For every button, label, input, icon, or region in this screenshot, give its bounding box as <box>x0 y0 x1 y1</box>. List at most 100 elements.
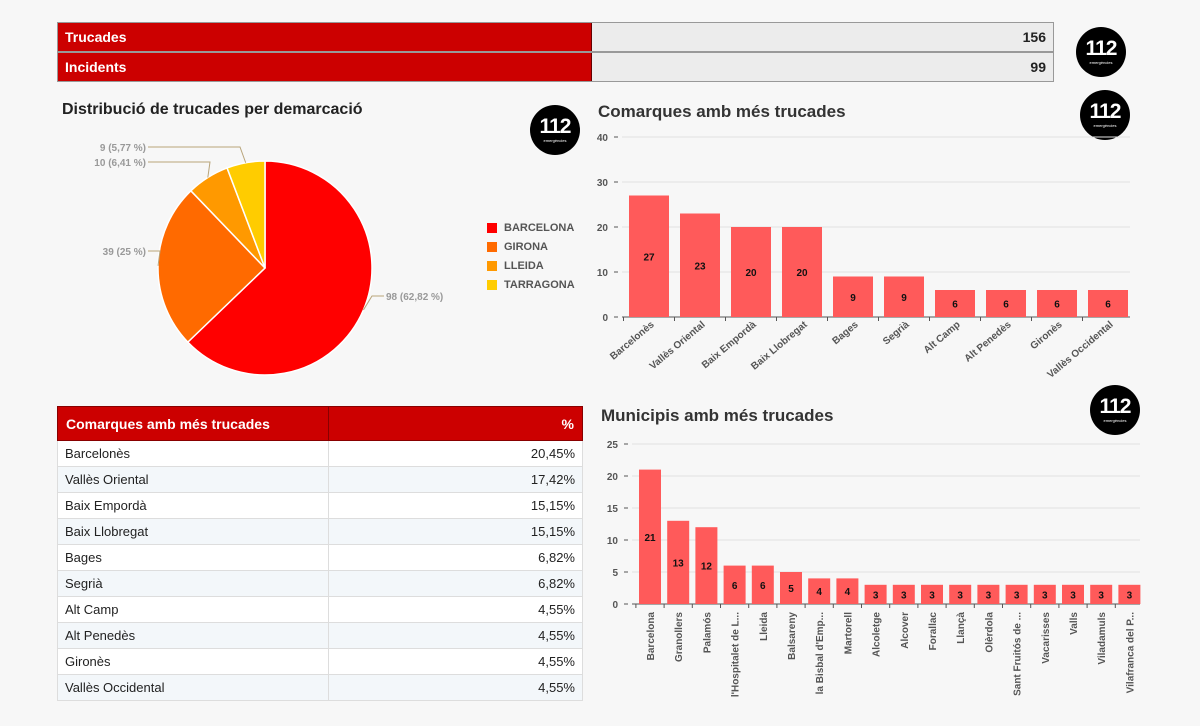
bar-value-label: 6 <box>1105 300 1111 311</box>
bar-value-label: 3 <box>901 590 907 601</box>
logo-112: 112 emergències <box>1080 90 1130 140</box>
comarca-cell: Segrià <box>57 570 329 597</box>
percent-cell: 6,82% <box>328 570 583 597</box>
legend-item: GIRONA <box>487 237 575 256</box>
percent-cell: 20,45% <box>328 440 583 467</box>
bar <box>1033 584 1056 604</box>
y-tick-label: 15 <box>607 504 619 515</box>
logo-112: 112 emergències <box>1090 385 1140 435</box>
bar-value-label: 6 <box>952 300 958 311</box>
percent-cell: 4,55% <box>328 596 583 623</box>
bar <box>864 584 887 604</box>
pie-data-label: 10 (6,41 %) <box>94 158 146 169</box>
pie-leader-line <box>148 161 211 178</box>
legend-swatch <box>487 222 497 233</box>
table-header: Comarques amb més trucades % <box>57 406 583 441</box>
legend-swatch <box>487 279 497 290</box>
bar-value-label: 21 <box>644 533 656 544</box>
x-tick-label: Sant Fruitós de ... <box>1013 612 1024 696</box>
x-tick-label: Lleida <box>759 612 770 641</box>
x-tick-label: Alt Penedès <box>963 319 1014 365</box>
x-tick-label: Forallac <box>928 612 939 651</box>
logo-number: 112 <box>1089 100 1122 123</box>
logo-112: 112 emergències <box>530 105 580 155</box>
x-tick-label: Baix Llobregat <box>749 319 810 373</box>
logo-number: 112 <box>539 115 572 138</box>
table-row: Segrià 6,82% <box>57 570 583 597</box>
x-tick-label: Llançà <box>956 612 967 644</box>
bar <box>782 227 822 317</box>
x-tick-label: Bages <box>830 319 860 347</box>
bar-value-label: 6 <box>732 581 738 592</box>
pie-title: Distribució de trucades per demarcació <box>62 101 363 118</box>
bar-value-label: 20 <box>796 268 808 279</box>
y-tick-label: 10 <box>607 536 619 547</box>
comarca-cell: Baix Empordà <box>57 492 329 519</box>
bar <box>935 290 975 317</box>
bar-value-label: 23 <box>694 261 706 272</box>
bar-value-label: 12 <box>701 562 713 573</box>
comarca-cell: Baix Llobregat <box>57 518 329 545</box>
x-tick-label: Palamós <box>702 612 713 654</box>
x-tick-label: Viladamuls <box>1097 612 1108 665</box>
legend-swatch <box>487 260 497 271</box>
bar-value-label: 3 <box>957 590 963 601</box>
logo-subtitle: emergències <box>543 138 567 143</box>
logo-subtitle: emergències <box>1103 418 1127 423</box>
bar-value-label: 6 <box>1054 300 1060 311</box>
bar <box>808 578 831 604</box>
bar <box>1118 584 1141 604</box>
bar-value-label: 20 <box>745 268 757 279</box>
table-row: Bages 6,82% <box>57 544 583 571</box>
bar-value-label: 3 <box>1098 590 1104 601</box>
pie-data-label: 39 (25 %) <box>103 247 146 258</box>
bar-value-label: 4 <box>816 587 822 598</box>
kpi-row-incidents: Incidents 99 <box>57 52 1054 82</box>
percent-cell: 4,55% <box>328 674 583 701</box>
y-tick-label: 30 <box>597 178 609 189</box>
bar <box>986 290 1026 317</box>
bar <box>949 584 972 604</box>
legend-item: LLEIDA <box>487 256 575 275</box>
bar-value-label: 4 <box>845 587 851 598</box>
x-tick-label: Olèrdola <box>984 612 995 653</box>
y-tick-label: 25 <box>607 440 619 451</box>
bar-value-label: 3 <box>1014 590 1020 601</box>
kpi-label: Trucades <box>58 23 592 51</box>
x-tick-label: Vallès Oriental <box>648 319 708 372</box>
logo-number: 112 <box>1099 395 1132 418</box>
pie-data-label: 9 (5,77 %) <box>100 143 146 154</box>
kpi-row-trucades: Trucades 156 <box>57 22 1054 52</box>
x-tick-label: Granollers <box>674 612 685 662</box>
bar1-title: Comarques amb més trucades <box>598 102 846 121</box>
kpi-value: 156 <box>592 23 1053 51</box>
legend-swatch <box>487 241 497 252</box>
x-tick-label: Martorell <box>843 612 854 654</box>
y-tick-label: 40 <box>597 133 609 144</box>
bar <box>977 584 1000 604</box>
comarques-table: Comarques amb més trucades % Barcelonès 2… <box>57 406 583 701</box>
bar-value-label: 6 <box>1003 300 1009 311</box>
x-tick-label: la Bisbal d'Emp... <box>815 612 826 695</box>
y-tick-label: 0 <box>602 313 608 324</box>
column-header: Comarques amb més trucades <box>57 406 329 441</box>
x-tick-label: Segrià <box>881 319 912 347</box>
percent-cell: 6,82% <box>328 544 583 571</box>
comarca-cell: Vallès Occidental <box>57 674 329 701</box>
comarca-cell: Alt Camp <box>57 596 329 623</box>
bar-value-label: 3 <box>929 590 935 601</box>
bar-value-label: 3 <box>873 590 879 601</box>
legend-item: TARRAGONA <box>487 275 575 294</box>
bar <box>884 276 924 317</box>
x-tick-label: Barcelona <box>646 612 657 661</box>
bar <box>680 213 720 317</box>
y-tick-label: 20 <box>597 223 609 234</box>
logo-112: 112 emergències <box>1076 27 1126 77</box>
bar <box>1088 290 1128 317</box>
percent-cell: 4,55% <box>328 622 583 649</box>
y-tick-label: 5 <box>612 568 618 579</box>
x-tick-label: Gironès <box>1029 319 1065 352</box>
x-tick-label: Alcoletge <box>872 612 883 657</box>
x-tick-label: l'Hospitalet de L... <box>731 612 742 697</box>
pie-data-label: 98 (62,82 %) <box>386 292 443 303</box>
